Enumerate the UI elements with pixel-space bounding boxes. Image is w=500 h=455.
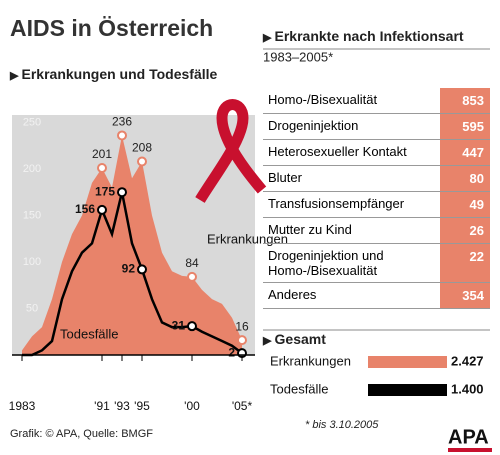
row-value: 853 bbox=[440, 88, 490, 113]
row-value: 80 bbox=[440, 166, 490, 191]
value-label: 175 bbox=[95, 184, 115, 198]
y-tick-label: 50 bbox=[26, 302, 38, 314]
row-label: Homo-/Bisexualität bbox=[268, 92, 378, 107]
row-value: 49 bbox=[440, 192, 490, 217]
table-row: Mutter zu Kind 26 bbox=[263, 218, 490, 244]
y-tick-label: 250 bbox=[23, 116, 41, 128]
ribbon bbox=[195, 99, 267, 203]
value-label: 92 bbox=[122, 262, 136, 276]
value-label: 2 bbox=[228, 345, 235, 359]
x-tick-label: '91 bbox=[94, 399, 110, 413]
table: Homo-/Bisexualität 853 Drogeninjektion 595 H… bbox=[263, 88, 490, 309]
footnote: * bis 3.10.2005 bbox=[305, 419, 379, 431]
credit: Grafik: © APA, Quelle: BMGF bbox=[10, 428, 153, 440]
line bbox=[22, 191, 243, 357]
point bbox=[117, 130, 127, 141]
value-label: 84 bbox=[185, 256, 199, 270]
point bbox=[187, 271, 197, 282]
row-value: 22 bbox=[440, 244, 490, 282]
point bbox=[97, 204, 107, 215]
value-label: 201 bbox=[92, 147, 112, 161]
x-tick-label: '93 bbox=[114, 399, 130, 413]
value-label: 156 bbox=[75, 202, 95, 216]
main-title: AIDS in Österreich bbox=[10, 15, 213, 41]
table-subtitle: 1983–2005* bbox=[263, 49, 333, 64]
point bbox=[137, 156, 147, 167]
y-tick-label: 100 bbox=[23, 256, 41, 268]
series-label: Erkrankungen bbox=[207, 231, 288, 246]
row-value: 595 bbox=[440, 114, 490, 139]
point bbox=[237, 335, 247, 346]
y-tick-label: 200 bbox=[23, 163, 41, 175]
row-label: Mutter zu Kind bbox=[268, 222, 352, 237]
value-label: 1.400 bbox=[451, 381, 484, 396]
table-row: Drogeninjektion 595 bbox=[263, 114, 490, 140]
bar bbox=[368, 384, 447, 396]
row-label: Anderes bbox=[268, 287, 317, 302]
value-label: 2.427 bbox=[451, 353, 484, 368]
row-label: Heterosexueller Kontakt bbox=[268, 144, 407, 159]
table-row: Homo-/Bisexualität 853 bbox=[263, 88, 490, 114]
series-label: Todesfälle bbox=[60, 326, 119, 341]
point bbox=[117, 187, 127, 198]
value-label: 31 bbox=[172, 318, 186, 332]
bar-label: Erkrankungen bbox=[270, 353, 351, 368]
row-label: Drogeninjektion bbox=[268, 118, 359, 133]
table-row: Transfusionsempfänger 49 bbox=[263, 192, 490, 218]
x-tick-label: 1983 bbox=[9, 399, 36, 413]
bar bbox=[368, 356, 447, 368]
chart-title: Erkrankungen und Todesfälle bbox=[10, 66, 218, 82]
logo: APA bbox=[448, 426, 489, 448]
row-label: Transfusionsempfänger bbox=[268, 196, 405, 211]
x-tick-label: '05* bbox=[232, 399, 253, 413]
point bbox=[137, 264, 147, 275]
table-title: Erkrankte nach Infektionsart bbox=[263, 28, 464, 44]
y-tick-label: 150 bbox=[23, 209, 41, 221]
total-title: Gesamt bbox=[263, 331, 326, 347]
x-tick-label: '00 bbox=[184, 399, 200, 413]
row-value: 26 bbox=[440, 218, 490, 243]
table-row: Anderes 354 bbox=[263, 283, 490, 309]
point bbox=[187, 321, 197, 332]
logo-bar bbox=[448, 448, 492, 452]
value-label: 236 bbox=[112, 115, 132, 129]
row-value: 447 bbox=[440, 140, 490, 165]
value-label: 208 bbox=[132, 141, 152, 155]
table-row: Heterosexueller Kontakt 447 bbox=[263, 140, 490, 166]
x-tick-label: '95 bbox=[134, 399, 150, 413]
row-label: Drogeninjektion und Homo-/Bisexualität bbox=[268, 248, 384, 278]
point bbox=[97, 163, 107, 174]
bar-label: Todesfälle bbox=[270, 381, 329, 396]
value-label: 16 bbox=[235, 319, 249, 333]
row-label: Bluter bbox=[268, 170, 302, 185]
table-row: Drogeninjektion und Homo-/Bisexualität 22 bbox=[263, 244, 490, 283]
table-row: Bluter 80 bbox=[263, 166, 490, 192]
row-value: 354 bbox=[440, 283, 490, 308]
